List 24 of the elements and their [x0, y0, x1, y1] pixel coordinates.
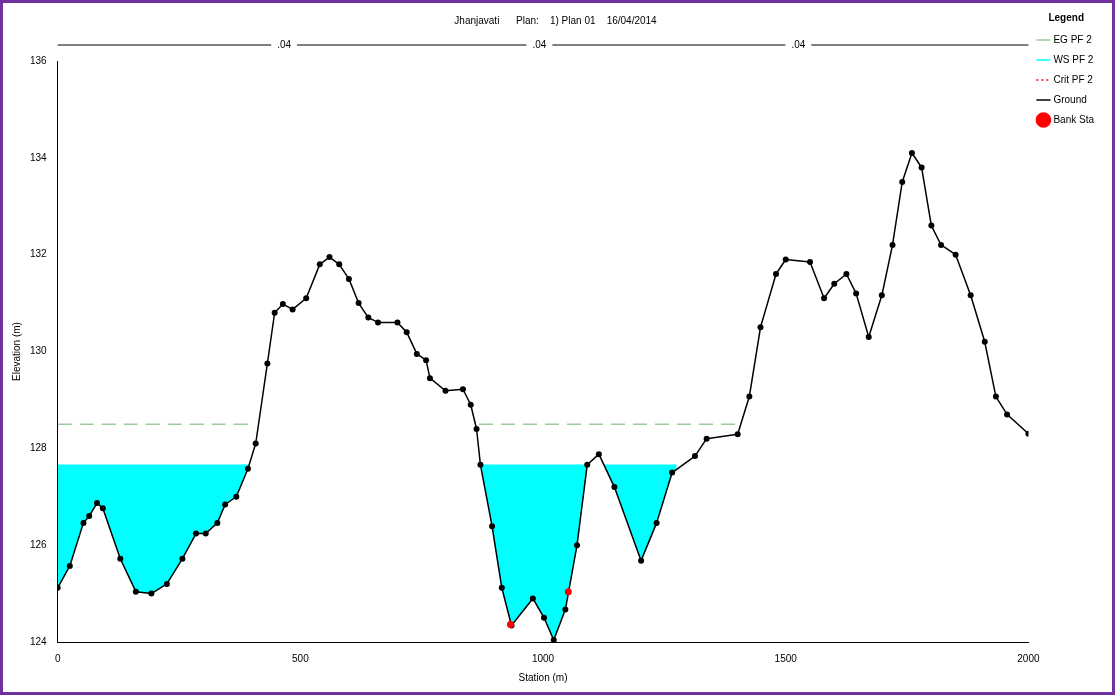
y-tick-label: 134	[30, 151, 48, 163]
y-tick-label: 130	[30, 345, 48, 357]
y-tick-label: 124	[30, 635, 48, 647]
x-tick-label: 2000	[1017, 652, 1040, 664]
text: .04	[532, 38, 547, 50]
legend-label: EG PF 2	[1053, 33, 1093, 45]
y-axis-title: Elevation (m)	[10, 322, 22, 381]
y-tick-label: 128	[30, 442, 48, 454]
x-tick-label: 1000	[531, 652, 555, 664]
legend-title: Legend	[1048, 11, 1084, 23]
y-tick-label: 136	[30, 54, 48, 66]
x-tick-label: 500	[292, 652, 310, 664]
chart-title: Jhanjavati Plan: 1) Plan 01 16/04/2014	[454, 14, 658, 26]
x-axis-title: Station (m)	[518, 671, 568, 683]
legend-label: Ground	[1053, 93, 1087, 105]
x-tick-label: 1500	[774, 652, 798, 664]
x-tick-label: 0	[54, 652, 61, 664]
legend-label: Crit PF 2	[1053, 73, 1094, 85]
legend-label: Bank Sta	[1053, 113, 1095, 125]
text: .04	[791, 38, 806, 50]
y-tick-label: 132	[30, 248, 48, 260]
legend-label: WS PF 2	[1053, 53, 1094, 65]
text: .04	[277, 38, 292, 50]
y-tick-label: 126	[30, 538, 48, 550]
